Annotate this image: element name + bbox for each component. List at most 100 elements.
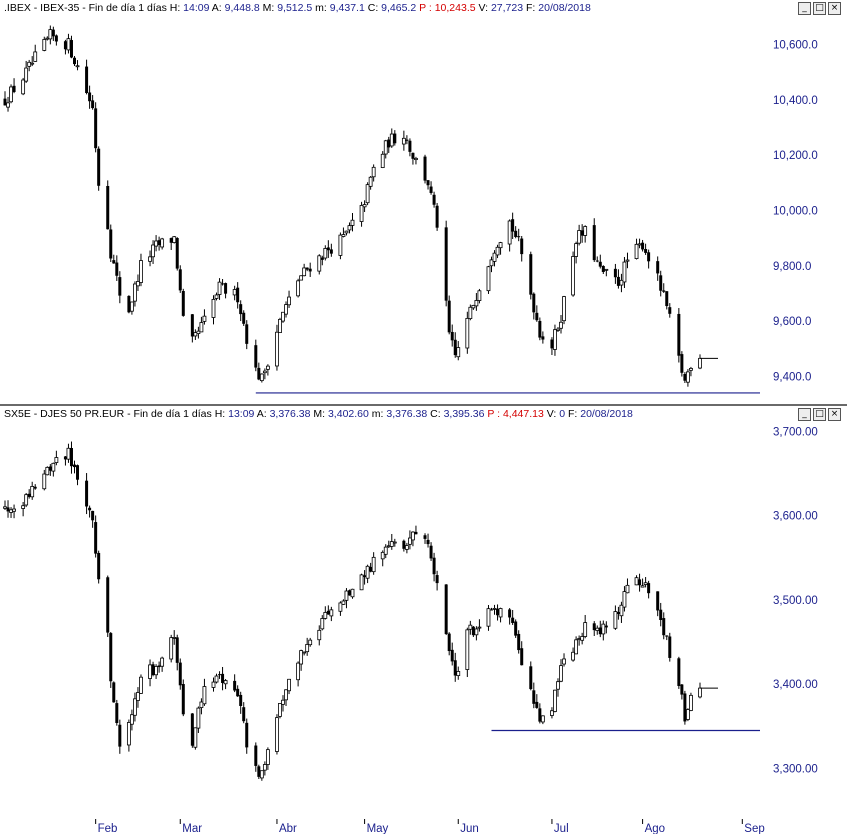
ibex-volume-value: 27,723 bbox=[490, 2, 524, 14]
candle bbox=[393, 130, 397, 146]
candle bbox=[199, 698, 204, 715]
ibex-close-value: 9,465.2 bbox=[381, 2, 417, 14]
panel-separator[interactable] bbox=[0, 404, 847, 406]
sx5e-date-value: 20/08/2018 bbox=[580, 408, 633, 420]
sx5e-c-label: C: bbox=[430, 408, 441, 420]
candle bbox=[444, 584, 448, 636]
candle bbox=[178, 658, 182, 690]
minimize-button[interactable]: _ bbox=[798, 408, 811, 421]
candle bbox=[262, 761, 267, 776]
ibex-high-value: 9,512.5 bbox=[277, 2, 313, 14]
sx5e-candlestick-chart[interactable]: 3,300.00 3,400.00 3,500.00 3,600.00 3,700.00 bbox=[0, 423, 847, 819]
candle bbox=[580, 632, 585, 645]
candle bbox=[9, 507, 13, 518]
x-tick-label: Abr bbox=[279, 823, 297, 834]
candle bbox=[520, 235, 524, 262]
candle bbox=[559, 659, 563, 683]
candle bbox=[490, 607, 493, 611]
candle bbox=[236, 282, 240, 309]
candle bbox=[683, 372, 687, 383]
candle bbox=[583, 225, 588, 243]
y-tick-label: 10,200.0 bbox=[773, 150, 818, 162]
candle bbox=[538, 317, 542, 341]
sx5e-symbol: SX5E - DJES 50 PR.EUR - Fin de día 1 día… bbox=[4, 408, 212, 420]
candle bbox=[323, 606, 328, 620]
candle bbox=[450, 324, 454, 347]
candle bbox=[45, 36, 50, 41]
candle bbox=[160, 656, 165, 672]
candle bbox=[477, 619, 482, 632]
candle bbox=[193, 727, 198, 750]
maximize-button[interactable]: □ bbox=[813, 2, 826, 15]
candle bbox=[236, 685, 240, 697]
candle bbox=[211, 677, 216, 692]
ibex-symbol: .IBEX - IBEX-35 - Fin de día 1 días bbox=[4, 2, 167, 14]
candle bbox=[535, 694, 539, 709]
candle bbox=[239, 300, 243, 322]
close-button[interactable]: × bbox=[828, 2, 841, 15]
candle bbox=[305, 637, 310, 656]
candle bbox=[468, 304, 473, 321]
candle bbox=[402, 539, 406, 552]
candle bbox=[644, 243, 648, 255]
ibex-candlestick-chart[interactable]: 9,400.0 9,600.0 9,800.0 10,000.0 10,200.0 10,… bbox=[0, 17, 847, 404]
candle bbox=[181, 679, 185, 717]
candle bbox=[196, 706, 201, 733]
date-axis: Feb Mar Abr May Jun Jul Ago Sep bbox=[95, 819, 765, 834]
sx5e-mm-label: m: bbox=[371, 408, 384, 420]
candle bbox=[76, 464, 80, 486]
candle bbox=[514, 619, 518, 638]
candle bbox=[538, 703, 542, 724]
candle bbox=[218, 671, 222, 679]
candle bbox=[262, 368, 267, 380]
maximize-button[interactable]: □ bbox=[813, 408, 826, 421]
close-button[interactable]: × bbox=[828, 408, 841, 421]
candle bbox=[392, 538, 397, 547]
candle bbox=[529, 661, 533, 691]
candle bbox=[211, 295, 216, 325]
candle bbox=[118, 719, 122, 754]
candle bbox=[136, 687, 140, 708]
candle bbox=[317, 625, 322, 646]
candle bbox=[118, 271, 122, 304]
candle bbox=[338, 232, 343, 260]
candle bbox=[474, 626, 479, 641]
candle bbox=[221, 279, 225, 286]
candle bbox=[259, 770, 264, 781]
candle bbox=[115, 255, 119, 281]
ibex-date-value: 20/08/2018 bbox=[538, 2, 591, 14]
candle bbox=[465, 627, 470, 678]
candle bbox=[299, 649, 304, 671]
candle bbox=[148, 659, 152, 687]
candle bbox=[51, 26, 55, 41]
candle bbox=[435, 202, 439, 231]
minimize-button[interactable]: _ bbox=[798, 2, 811, 15]
candle bbox=[456, 666, 461, 680]
candle bbox=[625, 578, 630, 594]
y-tick-label: 10,000.0 bbox=[773, 206, 818, 218]
candle bbox=[88, 505, 92, 518]
candle bbox=[175, 237, 179, 271]
candle bbox=[471, 626, 475, 638]
candle bbox=[3, 500, 7, 511]
sx5e-h-label: H: bbox=[214, 408, 226, 420]
candle bbox=[27, 59, 32, 72]
candle bbox=[507, 219, 512, 252]
candle bbox=[405, 135, 409, 145]
candle bbox=[423, 154, 427, 184]
candle bbox=[595, 625, 600, 635]
candle bbox=[532, 682, 536, 709]
candle bbox=[338, 601, 343, 616]
candle bbox=[426, 533, 430, 548]
sx5e-header-text: SX5E - DJES 50 PR.EUR - Fin de día 1 día… bbox=[4, 406, 633, 423]
candle bbox=[496, 604, 500, 621]
candle bbox=[130, 301, 134, 315]
candle bbox=[154, 664, 158, 680]
candle bbox=[604, 268, 609, 277]
candle bbox=[698, 682, 702, 699]
candle bbox=[21, 77, 26, 96]
candle bbox=[302, 263, 307, 277]
candle bbox=[689, 692, 693, 712]
candle bbox=[126, 719, 131, 752]
candle bbox=[21, 501, 26, 517]
